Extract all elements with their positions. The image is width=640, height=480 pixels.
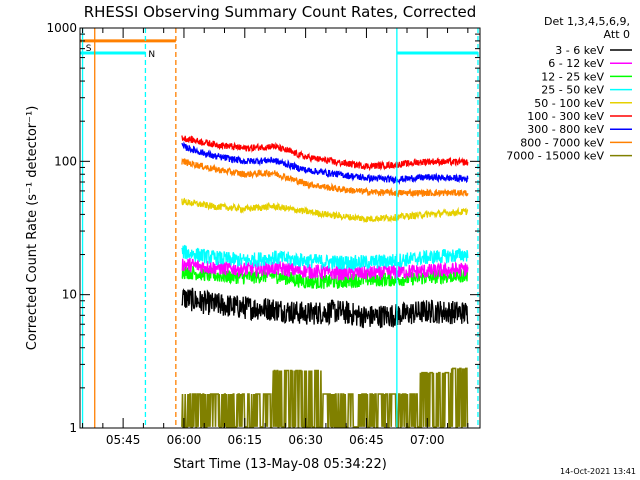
- x-tick-label: 05:45: [106, 433, 141, 447]
- x-tick-label: 06:45: [349, 433, 384, 447]
- y-tick-label: 10: [62, 288, 77, 302]
- series-line: [181, 257, 469, 282]
- x-tick-label: 07:00: [410, 433, 445, 447]
- footer-date: 14-Oct-2021 13:41: [560, 467, 636, 476]
- plot-frame: [79, 27, 481, 429]
- chart-title: RHESSI Observing Summary Count Rates, Co…: [84, 3, 477, 21]
- series-line: [181, 287, 469, 329]
- legend-label: 300 - 800 keV: [527, 123, 604, 136]
- series-1: [181, 257, 469, 282]
- legend-label: 25 - 50 keV: [541, 84, 604, 97]
- series-line: [181, 265, 469, 289]
- flag-label-s: S: [86, 44, 92, 54]
- y-tick-label: 1000: [46, 21, 77, 35]
- series-line: [181, 197, 469, 224]
- series-0: [181, 287, 469, 329]
- series-5: [181, 135, 469, 172]
- legend-label: 50 - 100 keV: [534, 97, 604, 110]
- series-7: [181, 157, 469, 198]
- legend-label: 3 - 6 keV: [555, 44, 604, 57]
- flag-layer: SN: [80, 28, 479, 428]
- x-tick-label: 06:15: [227, 433, 262, 447]
- legend-header-line-2: Att 0: [604, 28, 630, 41]
- series-4: [181, 197, 469, 224]
- series-layer: [181, 135, 469, 428]
- series-8: [181, 367, 469, 428]
- series-line: [181, 141, 469, 185]
- series-line: [181, 244, 469, 272]
- plot-area: SN: [79, 27, 481, 429]
- y-tick-label: 100: [54, 154, 77, 168]
- x-axis-label: Start Time (13-May-08 05:34:22): [173, 457, 387, 472]
- legend-label: 6 - 12 keV: [548, 57, 604, 70]
- flag-label-n: N: [148, 50, 155, 60]
- series-line: [181, 157, 469, 198]
- x-tick-label: 06:30: [288, 433, 323, 447]
- legend-label: 100 - 300 keV: [527, 110, 604, 123]
- legend-label: 7000 - 15000 keV: [506, 150, 604, 163]
- axes: 1 10 100 1000 05:45 06:00 06:15 06:30 06:45 07:00: [46, 21, 480, 447]
- legend-header-line-1: Det 1,3,4,5,6,9,: [544, 15, 630, 28]
- legend-label: 12 - 25 keV: [541, 70, 604, 83]
- x-tick-label: 06:00: [167, 433, 202, 447]
- y-tick-label: 1: [69, 421, 77, 435]
- series-line-7000-15000: [181, 367, 469, 428]
- series-3: [181, 244, 469, 272]
- series-line: [181, 135, 469, 172]
- series-6: [181, 141, 469, 185]
- series-2: [181, 265, 469, 289]
- y-axis-label: Corrected Count Rate (s⁻¹ detector⁻¹): [25, 106, 40, 351]
- legend-label: 800 - 7000 keV: [520, 136, 604, 149]
